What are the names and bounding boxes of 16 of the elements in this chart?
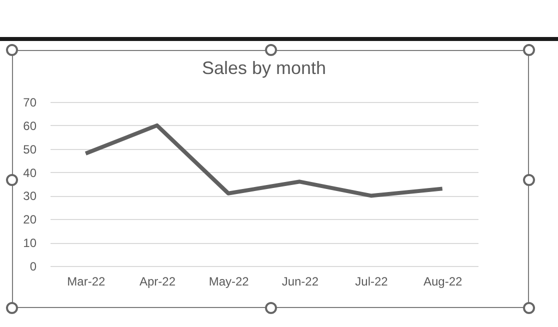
y-tick-label: 50: [23, 142, 37, 156]
y-tick-label: 60: [23, 118, 37, 133]
x-tick-label: Aug-22: [423, 274, 463, 288]
y-tick-label: 20: [23, 212, 37, 227]
x-tick-label: May-22: [208, 274, 250, 288]
y-tick-label: 40: [23, 166, 37, 180]
y-tick-label: 30: [23, 189, 37, 204]
line-series: [84, 123, 444, 198]
x-tick-label: Jul-22: [355, 274, 388, 288]
x-tick-label: Jun-22: [282, 274, 319, 288]
y-tick-label: 10: [23, 236, 37, 250]
x-tick-label: Apr-22: [139, 274, 176, 288]
y-tick-label: 70: [23, 96, 37, 110]
chart-title: Sales by month: [202, 58, 326, 78]
x-tick-label: Mar-22: [67, 274, 106, 288]
y-tick-label: 0: [30, 260, 37, 274]
